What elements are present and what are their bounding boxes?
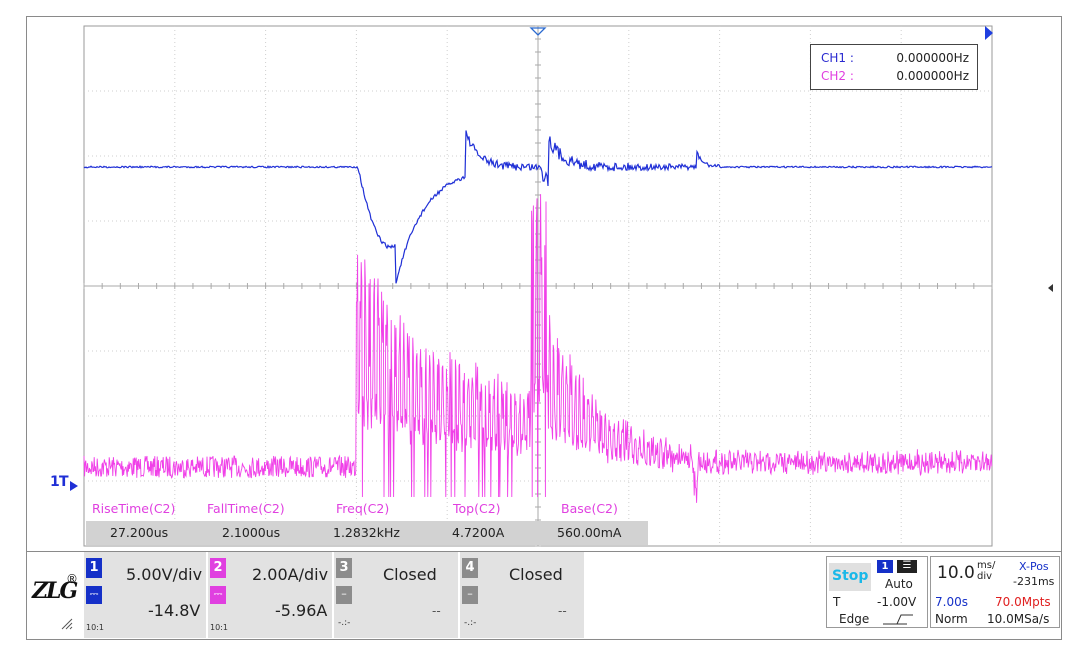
- meas-label-falltime[interactable]: FallTime(C2): [207, 501, 285, 516]
- ch1-ground-marker: 1: [50, 474, 60, 490]
- timebase-unit-top: ms/: [977, 560, 996, 571]
- ch1-offset: -14.8V: [148, 601, 201, 620]
- registered-mark-icon: ®: [66, 572, 78, 586]
- ch3-probe-ratio: -.:-: [338, 618, 351, 628]
- timebase-value: 10.0: [937, 563, 975, 583]
- ch4-number: 4: [462, 558, 478, 578]
- acquisition-mode: Norm: [935, 612, 968, 626]
- ch4-panel[interactable]: 4 – Closed -- -.:-: [460, 552, 584, 638]
- ch2-coupling-icon: ⎓: [210, 586, 226, 604]
- ch2-number: 2: [210, 558, 226, 578]
- trigger-mode: Auto: [885, 577, 913, 591]
- trigger-level-label: T: [833, 595, 841, 609]
- run-stop-button[interactable]: Stop: [829, 563, 871, 591]
- ch2-waveform: [83, 194, 993, 503]
- trigger-source: 1: [877, 560, 893, 573]
- memory-depth: 70.0Mpts: [995, 595, 1051, 609]
- ch2-probe-ratio: 10:1: [210, 623, 228, 632]
- meas-value-base: 560.00mA: [557, 525, 622, 540]
- meas-value-falltime: 2.1000us: [222, 525, 281, 540]
- right-scroll-arrow[interactable]: [1048, 284, 1053, 292]
- ch2-offset: -5.96A: [275, 601, 328, 620]
- trigger-level: -1.00V: [877, 595, 917, 609]
- ch4-scale: Closed: [509, 565, 563, 584]
- xpos-value: -231ms: [1013, 575, 1055, 588]
- meas-label-risetime[interactable]: RiseTime(C2): [92, 501, 176, 516]
- ch3-number: 3: [336, 558, 352, 578]
- trigger-panel[interactable]: Stop 1 ☰ Auto T -1.00V Edge: [826, 556, 928, 628]
- ch1-panel[interactable]: 1 ⎓ 5.00V/div -14.8V 10:1: [84, 552, 206, 638]
- ch1-freq-label: CH1 :: [821, 51, 854, 65]
- ch3-scale: Closed: [383, 565, 437, 584]
- xpos-label: X-Pos: [1019, 560, 1049, 573]
- trigger-type: Edge: [839, 612, 870, 626]
- meas-label-base[interactable]: Base(C2): [561, 501, 618, 516]
- meas-label-freq[interactable]: Freq(C2): [336, 501, 390, 516]
- ch1-number: 1: [86, 558, 102, 578]
- ch1-freq-value: 0.000000Hz: [896, 51, 969, 65]
- frequency-counter: CH1 : 0.000000Hz CH2 : 0.000000Hz: [810, 44, 978, 90]
- ch4-probe-ratio: -.:-: [464, 618, 477, 628]
- ch2-panel[interactable]: 2 ⎓ 2.00A/div -5.96A 10:1: [208, 552, 332, 638]
- graticule: [83, 25, 993, 547]
- meas-value-freq: 1.2832kHz: [333, 525, 400, 540]
- ch1-coupling-icon: ⎓: [86, 586, 102, 604]
- ch4-coupling-icon: –: [462, 586, 478, 604]
- meas-value-risetime: 27.200us: [110, 525, 169, 540]
- ch1-offset-arrow: [70, 481, 78, 491]
- zlg-logo: ZLG: [32, 578, 78, 604]
- ch4-offset: --: [558, 604, 567, 618]
- ch3-offset: --: [432, 604, 441, 618]
- ch2-freq-value: 0.000000Hz: [896, 69, 969, 83]
- resize-grip-icon: [61, 618, 73, 630]
- ch2-scale: 2.00A/div: [252, 565, 329, 584]
- trigger-marker: T: [59, 474, 69, 490]
- ch3-panel[interactable]: 3 – Closed -- -.:-: [334, 552, 458, 638]
- ch1-scale: 5.00V/div: [126, 565, 203, 584]
- trigger-level-marker[interactable]: [985, 26, 993, 40]
- measurement-bar: [86, 521, 648, 545]
- acquisition-span: 7.00s: [935, 595, 968, 609]
- ch1-probe-ratio: 10:1: [86, 623, 104, 632]
- rising-edge-icon: [883, 614, 913, 625]
- trigger-position-marker[interactable]: [529, 27, 547, 36]
- ch3-coupling-icon: –: [336, 586, 352, 604]
- meas-value-top: 4.7200A: [452, 525, 505, 540]
- ch2-freq-label: CH2 :: [821, 69, 854, 83]
- run-state-label: Stop: [832, 568, 869, 584]
- trigger-coupling-icon: ☰: [897, 560, 917, 573]
- status-bar: [26, 551, 1062, 641]
- ch1-waveform: [83, 130, 993, 284]
- sample-rate: 10.0MSa/s: [987, 612, 1050, 626]
- timebase-unit-bottom: div: [977, 571, 993, 582]
- meas-label-top[interactable]: Top(C2): [453, 501, 501, 516]
- timebase-panel[interactable]: 10.0 ms/ div X-Pos -231ms 7.00s 70.0Mpts…: [930, 556, 1060, 628]
